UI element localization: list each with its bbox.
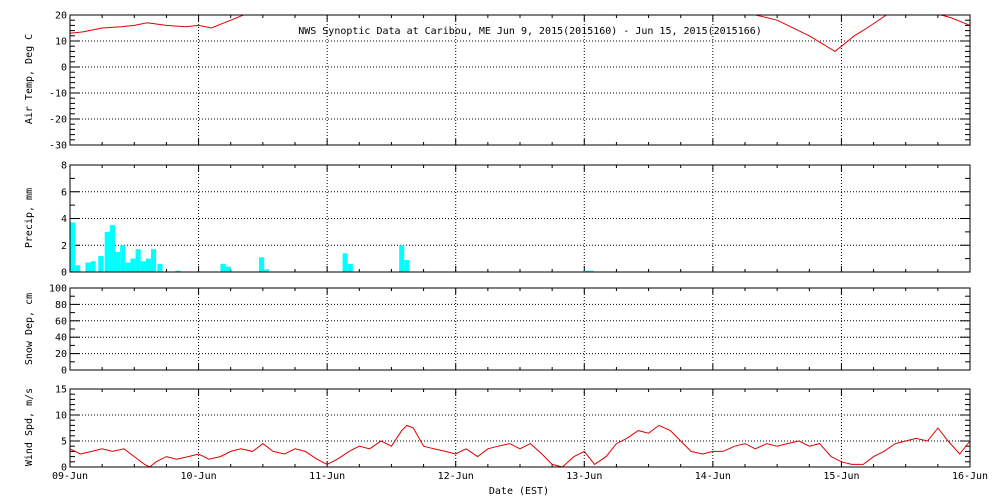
chart-title: NWS Synoptic Data at Caribou, ME Jun 9, … <box>298 26 762 37</box>
x-tick-label: 14-Jun <box>695 471 731 482</box>
panel-1-ytick-label: 8 <box>61 161 67 172</box>
precip-bar <box>85 262 91 272</box>
panel-3-frame <box>69 388 971 468</box>
precip-bar <box>175 270 181 272</box>
precip-bar <box>109 225 115 272</box>
precip-bar <box>347 263 353 272</box>
panel-1-ytick-label: 6 <box>61 187 67 198</box>
precip-bar <box>140 261 146 272</box>
precip-bar <box>151 249 157 272</box>
panel-3-series-line <box>70 424 970 467</box>
x-axis-ticks: 09-Jun 10-Jun 11-Jun 12-Jun 13-Jun 14-Jun 15-J… <box>52 471 988 482</box>
precip-bar <box>342 253 348 272</box>
panel-3-ytick-label: 5 <box>61 437 67 448</box>
precip-bar <box>588 270 594 272</box>
panel-3-ytick-label: 0 <box>61 463 67 474</box>
panel-1-frame <box>69 164 971 273</box>
x-tick-label: 12-Jun <box>438 471 474 482</box>
precip-bar <box>90 261 96 272</box>
panel-2-ytick-label: 40 <box>55 333 67 344</box>
air-temp-panel: Air Temp, Deg C -30 -20 -10 0 10 20 <box>24 11 971 152</box>
x-tick-label: 09-Jun <box>52 471 88 482</box>
panel-2-ytick-label: 0 <box>61 366 67 377</box>
precip-bar <box>404 259 410 272</box>
precip-bar <box>583 270 589 272</box>
panel-0-ytick-label: 10 <box>55 37 67 48</box>
panel-0-ytick-label: -10 <box>49 89 67 100</box>
precip-bar <box>115 251 121 272</box>
air-temp-ylabel: Air Temp, Deg C <box>24 34 35 124</box>
x-tick-label: 15-Jun <box>823 471 859 482</box>
panel-1-ytick-label: 0 <box>61 268 67 279</box>
precip-ylabel: Precip, mm <box>24 188 35 248</box>
precip-bar <box>157 263 163 272</box>
panel-1-data <box>70 222 594 272</box>
panel-1-ytick-label: 2 <box>61 241 67 252</box>
precip-bar <box>145 258 151 272</box>
precip-bar <box>225 266 231 272</box>
precip-bar <box>104 231 110 272</box>
panel-2-ytick-label: 20 <box>55 349 67 360</box>
panel-0-ytick-label: 0 <box>61 63 67 74</box>
x-tick-label: 11-Jun <box>309 471 345 482</box>
panel-0-series-line <box>70 15 970 53</box>
x-tick-label: 16-Jun <box>952 471 988 482</box>
precip-bar <box>98 255 104 272</box>
panel-0-ytick-label: -30 <box>49 141 67 152</box>
panel-2-ytick-label: 100 <box>49 284 67 295</box>
precip-panel: Precip, mm 0 2 4 6 8 <box>24 161 971 279</box>
precip-bar <box>259 257 265 272</box>
precip-bar <box>399 245 405 272</box>
x-tick-label: 13-Jun <box>566 471 602 482</box>
snow-depth-panel: Snow Dep, cm 0 20 40 60 80 100 <box>24 284 971 377</box>
precip-bar <box>264 269 270 272</box>
panel-0-frame <box>69 14 971 146</box>
precip-bar <box>120 245 126 272</box>
x-tick-label: 10-Jun <box>181 471 217 482</box>
panel-3-data <box>70 424 970 467</box>
precip-bar <box>75 265 81 272</box>
panel-2-ytick-label: 80 <box>55 300 67 311</box>
panel-3-ytick-label: 15 <box>55 385 67 396</box>
panel-2-frame <box>69 287 971 371</box>
precip-bar <box>70 222 76 272</box>
wind-speed-panel: Wind Spd, m/s 0 5 10 15 <box>24 385 971 474</box>
precip-bar <box>135 249 141 272</box>
precip-bar <box>125 262 131 272</box>
wind-speed-ylabel: Wind Spd, m/s <box>24 388 35 466</box>
panel-0-data <box>70 15 970 53</box>
panel-0-ytick-label: -20 <box>49 115 67 126</box>
panel-3-ytick-label: 10 <box>55 411 67 422</box>
panel-2-ytick-label: 60 <box>55 316 67 327</box>
panel-1-ytick-label: 4 <box>61 214 67 225</box>
x-axis-label: Date (EST) <box>489 486 549 497</box>
panel-0-ytick-label: 20 <box>55 11 67 22</box>
precip-bar <box>220 263 226 272</box>
snow-depth-ylabel: Snow Dep, cm <box>24 293 35 365</box>
precip-bar <box>130 258 136 272</box>
